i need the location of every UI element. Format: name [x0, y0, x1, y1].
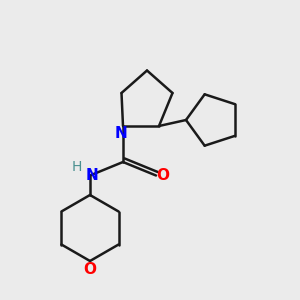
Text: N: N: [115, 126, 128, 141]
Text: N: N: [86, 168, 99, 183]
Text: O: O: [156, 168, 169, 183]
Text: O: O: [83, 262, 97, 277]
Text: H: H: [71, 160, 82, 174]
